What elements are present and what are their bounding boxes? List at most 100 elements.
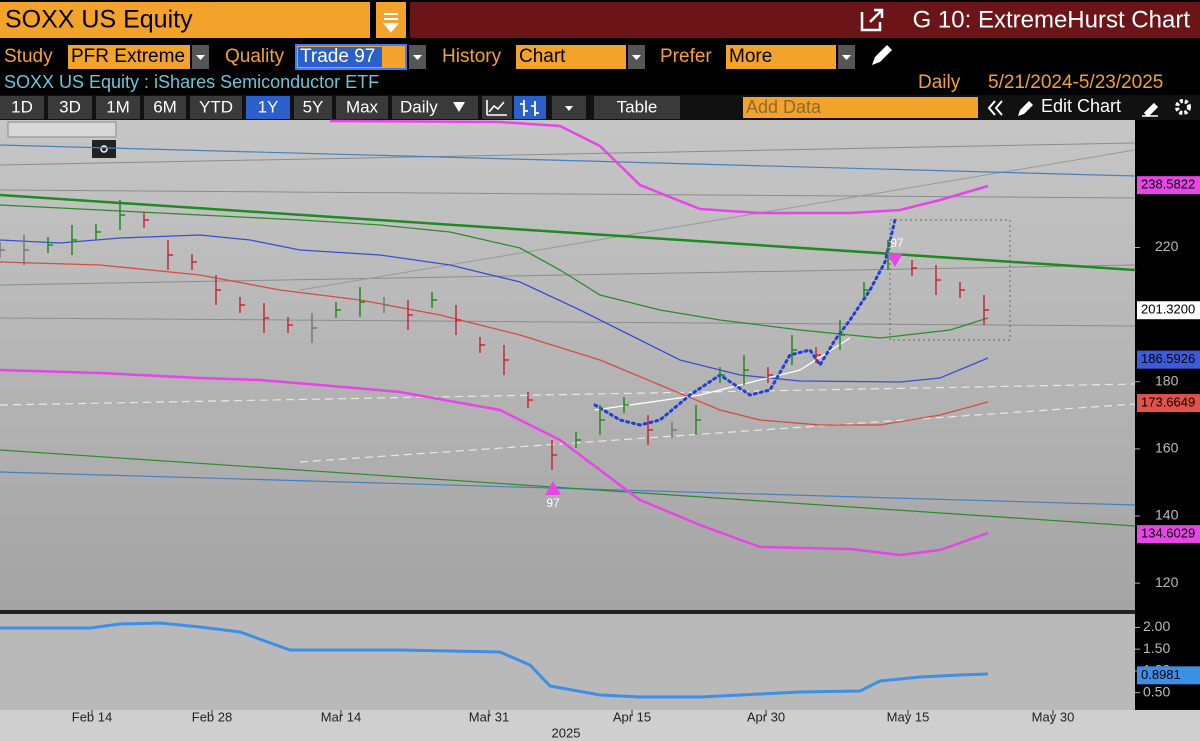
year-label: 2025 — [552, 725, 581, 740]
period-button[interactable] — [96, 96, 140, 119]
x-tick-label: Feb 14 — [72, 709, 112, 724]
dropdown-arrow — [453, 102, 465, 112]
dropdown-arrow — [632, 55, 641, 60]
y-tick-label: 220 — [1155, 238, 1179, 254]
last-value-label: 0.8981 — [1141, 667, 1181, 682]
signal-label: 97 — [890, 236, 904, 250]
period-button-text: 1M — [106, 97, 130, 116]
security-text: SOXX US Equity — [5, 6, 193, 34]
last-value-marker — [1137, 350, 1200, 369]
period-button-text: 1D — [11, 97, 33, 116]
trend-line — [0, 193, 1136, 272]
y2-tick-label: 1.50 — [1143, 640, 1170, 656]
moving-average — [0, 261, 989, 426]
period-button[interactable] — [294, 96, 332, 119]
dropdown-arrow — [196, 55, 205, 60]
frequency-text: Daily — [918, 72, 961, 93]
annotate-icon[interactable] — [1142, 102, 1159, 118]
period-button-text: 5Y — [303, 97, 324, 116]
period-button-text: 6M — [153, 97, 177, 116]
period-button[interactable] — [48, 96, 92, 119]
dropdown-arrow — [413, 55, 422, 60]
add-data-placeholder: Add Data — [746, 97, 822, 117]
signal-box — [889, 219, 1011, 341]
text-selection — [298, 47, 382, 67]
reference-line — [299, 149, 1136, 291]
projection-line — [594, 337, 851, 411]
upper-band — [329, 119, 989, 215]
dropdown-arrow — [842, 55, 851, 60]
bar-icon — [520, 100, 539, 116]
period-button-text: YTD — [199, 97, 233, 116]
bar-chart-button[interactable] — [514, 96, 546, 119]
reference-line — [0, 189, 1136, 199]
function-bar — [410, 2, 1200, 38]
study-input[interactable] — [68, 45, 190, 69]
signal-label: 97 — [546, 496, 560, 510]
date-range: 5/21/2024-5/23/2025 — [988, 72, 1163, 93]
dashed-line — [0, 383, 1136, 406]
y-tick-label: 120 — [1155, 574, 1179, 590]
period-button[interactable] — [246, 96, 290, 119]
period-button-text: 1Y — [258, 97, 279, 116]
panel-divider — [0, 610, 1135, 614]
chart-tools[interactable] — [7, 121, 117, 138]
y2-tick-label: 0.50 — [1143, 683, 1170, 699]
table-button-text: Table — [617, 97, 658, 116]
period-button[interactable] — [144, 96, 186, 119]
last-value-label: 238.5822 — [1141, 177, 1195, 192]
pencil-icon[interactable] — [872, 45, 892, 65]
add-data-input[interactable] — [743, 97, 978, 118]
reference-line — [0, 142, 1136, 166]
frequency-button-text: Daily — [400, 97, 438, 116]
edit-chart-button[interactable]: Edit Chart — [1041, 96, 1121, 116]
last-value-marker — [1137, 176, 1200, 195]
popout-icon[interactable] — [860, 8, 884, 32]
moving-average — [0, 204, 989, 339]
last-value-label: 134.6029 — [1141, 526, 1195, 541]
security-input[interactable] — [0, 2, 370, 38]
prefer-input[interactable] — [726, 45, 836, 69]
table-button[interactable] — [594, 96, 680, 119]
last-value-marker — [1137, 394, 1200, 413]
y-tick-label: 160 — [1155, 440, 1179, 456]
x-tick-label: Apr 30 — [747, 709, 785, 724]
dropdown-icon — [382, 13, 400, 33]
lower-band — [0, 368, 989, 557]
edit-icon — [1018, 101, 1033, 116]
period-button[interactable] — [0, 96, 44, 119]
frequency-button[interactable] — [392, 96, 478, 119]
last-value-label: 201.3200 — [1141, 302, 1195, 317]
settings-icon[interactable] — [1175, 99, 1191, 115]
period-buttons: 1D 3D 1M 6M YTD 1Y 5Y Max — [0, 96, 388, 119]
period-button-text: 3D — [59, 97, 81, 116]
value-axis-panel — [1135, 120, 1200, 710]
study-label: Study — [4, 46, 53, 67]
trend-line — [0, 144, 1136, 177]
signal-marker — [887, 253, 903, 267]
line-icon — [486, 100, 507, 116]
last-value-marker — [1137, 666, 1200, 685]
last-value-marker — [1137, 525, 1200, 544]
study-value: PFR Extreme — [71, 46, 185, 67]
signal-marker — [545, 481, 561, 495]
x-tick-label: Apr 15 — [613, 709, 651, 724]
projection-dots — [593, 218, 897, 427]
date-axis-panel — [0, 710, 1200, 741]
indicator-line — [0, 621, 989, 699]
trend-line — [0, 449, 1136, 527]
y-tick-label: 180 — [1155, 372, 1179, 388]
collapse-icon[interactable] — [987, 100, 1003, 116]
tool-button[interactable] — [92, 140, 116, 158]
quality-value: Trade 97 — [300, 46, 375, 67]
period-button[interactable] — [336, 96, 388, 119]
prefer-label: Prefer — [660, 46, 712, 67]
x-tick-label: Mar 31 — [469, 709, 509, 724]
history-input[interactable] — [516, 45, 626, 69]
period-button-text: Max — [346, 97, 379, 116]
quality-label: Quality — [225, 46, 285, 67]
period-button[interactable] — [190, 96, 242, 119]
prefer-value: More — [729, 46, 772, 67]
dropdown-arrow — [565, 106, 573, 111]
